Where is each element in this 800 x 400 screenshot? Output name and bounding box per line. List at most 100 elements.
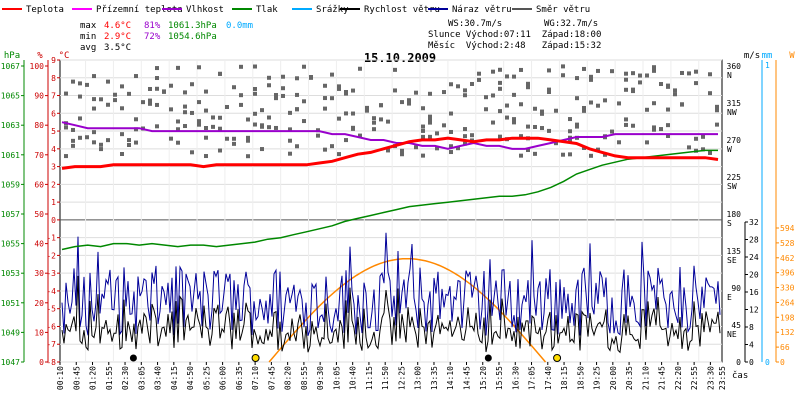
wind-dir-point <box>421 153 425 158</box>
wind-dir-point <box>197 122 201 127</box>
wind-dir-point <box>218 126 222 131</box>
wind-dir-point <box>589 153 593 158</box>
legend-entry: Teplota <box>26 5 64 15</box>
wind-direction-series <box>64 64 719 159</box>
moonset-marker <box>484 354 492 362</box>
wind-dir-point <box>71 127 75 132</box>
wind-dir-point <box>638 80 642 85</box>
gust-line <box>61 232 721 336</box>
wind-dir-point <box>155 76 159 81</box>
x-tick-label: 00:45 <box>72 366 81 390</box>
wind-dir-point <box>92 74 96 79</box>
legend-entry: Rychlost větru <box>364 5 440 15</box>
wind-dir-point <box>169 136 173 141</box>
wind-dir-point <box>71 138 75 143</box>
axis-tick-label: 132 <box>780 328 795 337</box>
wind-dir-point <box>197 119 201 124</box>
wind-dir-point <box>197 100 201 105</box>
axis-tick-label: 32 <box>749 218 759 227</box>
wind-dir-point <box>274 125 278 130</box>
x-tick-label: 17:05 <box>528 366 537 390</box>
wind-dir-point <box>540 126 544 131</box>
wind-dir-point <box>421 128 425 133</box>
wind-dir-point <box>631 71 635 76</box>
x-tick-label: 01:20 <box>89 366 98 390</box>
wind-dir-point <box>379 117 383 122</box>
wind-dir-point <box>302 99 306 104</box>
wind-dir-point <box>652 68 656 73</box>
wind-dir-point <box>484 107 488 112</box>
x-tick-label: 14:45 <box>462 366 471 390</box>
wind-dir-point <box>316 133 320 138</box>
wind-dir-point <box>337 152 341 157</box>
wind-dir-point <box>288 127 292 132</box>
stats-panel: max 4.6°C 81% 1061.3hPa 0.0mm min 2.9°C … <box>80 19 601 53</box>
axis-tick-label: 462 <box>780 254 795 263</box>
wind-dir-point <box>78 116 82 121</box>
axis-title: °C <box>59 51 70 61</box>
wind-dir-point <box>330 144 334 149</box>
wind-dir-point <box>575 96 579 101</box>
axis-tick-label: 1055 <box>1 240 20 249</box>
speed-line <box>61 275 721 354</box>
wind-dir-point <box>246 135 250 140</box>
x-axis: 00:10 00:45 01:20 01:55 02:30 03:05 03:40 04:15… <box>56 362 727 390</box>
wind-dir-point <box>680 102 684 107</box>
wind-dir-point <box>218 148 222 153</box>
wind-dir-point <box>218 71 222 76</box>
stat-min-label: min <box>80 32 96 42</box>
wind-dir-point <box>281 93 285 98</box>
wind-dir-point <box>617 140 621 145</box>
wind-dir-point <box>281 86 285 91</box>
axis-tick-label: -2 <box>46 251 56 260</box>
wind-dir-point <box>127 142 131 147</box>
wind-dir-point <box>694 81 698 86</box>
x-tick-label: 21:10 <box>641 366 650 390</box>
wind-dir-point <box>134 127 138 132</box>
wind-dir-point <box>71 79 75 84</box>
wind-dir-point <box>169 107 173 112</box>
dir-tick-label: 270 <box>727 136 742 145</box>
axis-tick-label: 8 <box>51 74 56 83</box>
sun-moon-markers <box>129 354 562 362</box>
axis-tick-label: 264 <box>780 298 795 307</box>
wind-dir-point <box>589 77 593 82</box>
wind-dir-point <box>120 84 124 89</box>
axis-tick-label: 1059 <box>1 180 20 189</box>
wind-dir-point <box>694 136 698 141</box>
wind-dir-point <box>400 148 404 153</box>
wind-dir-point <box>491 120 495 125</box>
axis-tick-label: 396 <box>780 269 795 278</box>
axis-tick-label: 330 <box>780 284 795 293</box>
wind-dir-point <box>183 110 187 115</box>
stat-max-label: max <box>80 21 97 31</box>
wind-dir-point <box>666 123 670 128</box>
wind-dir-point <box>582 105 586 110</box>
temperature-series <box>61 136 719 170</box>
wind-dir-point <box>323 83 327 88</box>
x-tick-label: 11:50 <box>381 366 390 390</box>
wind-dir-point <box>449 129 453 134</box>
axis-tick-label: 0 <box>749 358 754 367</box>
wind-dir-point <box>302 119 306 124</box>
wind-dir-point <box>155 86 159 91</box>
wind-dir-point <box>652 65 656 70</box>
stat-max-press: 1061.3hPa <box>168 21 217 31</box>
wind-dir-point <box>120 132 124 137</box>
wind-dir-point <box>596 68 600 73</box>
x-tick-label: 12:25 <box>397 366 406 390</box>
wind-dir-point <box>526 148 530 153</box>
wind-dir-point <box>645 140 649 145</box>
wind-dir-point <box>393 67 397 72</box>
axis-tick-label: 0 <box>51 216 56 225</box>
wind-dir-point <box>127 138 131 143</box>
wind-dir-point <box>421 106 425 111</box>
x-tick-label: 21:45 <box>658 366 667 390</box>
wind-dir-point <box>673 88 677 93</box>
wind-dir-point <box>540 111 544 116</box>
wind-dir-point <box>505 115 509 120</box>
sunset-marker <box>553 354 562 362</box>
axis-tick-label: 528 <box>780 239 795 248</box>
wind-dir-point <box>253 64 257 69</box>
